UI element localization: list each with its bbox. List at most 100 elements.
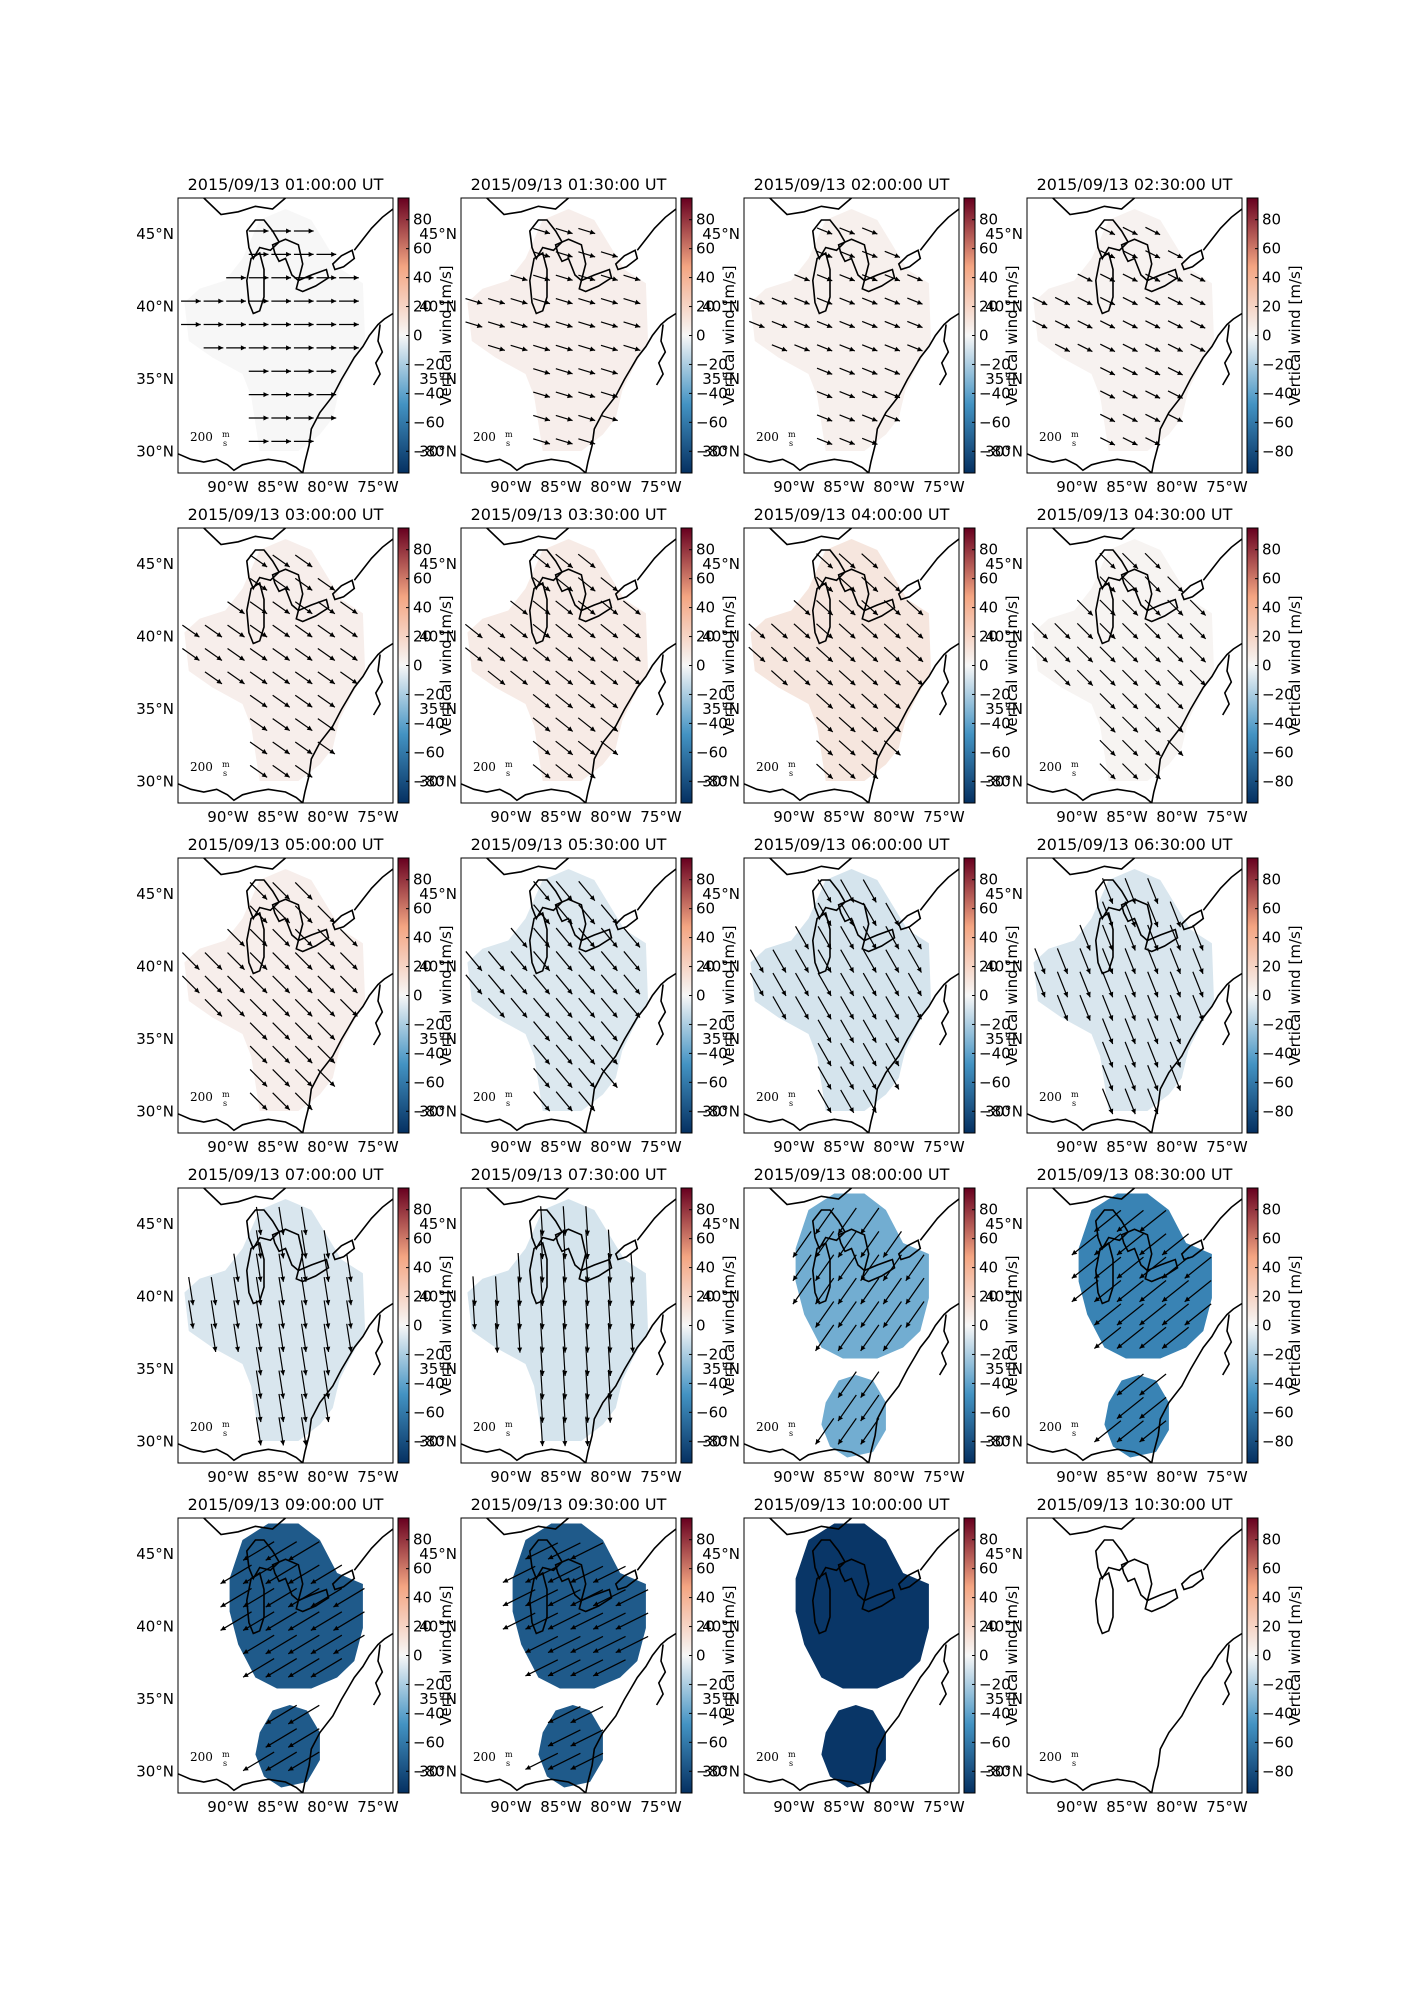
panel-frame	[460, 857, 677, 1134]
wind-arrowhead	[347, 1276, 353, 1282]
wind-arrowhead	[1040, 991, 1046, 998]
wind-arrowhead	[1110, 703, 1116, 709]
wind-arrow	[310, 1564, 343, 1585]
lon-tick-label: 85°W	[823, 1468, 865, 1486]
wind-arrowhead	[1154, 370, 1161, 375]
colorbar-tick-label: 80	[413, 871, 432, 889]
wind-arrow	[1071, 1233, 1099, 1256]
wind-arrowhead	[849, 1107, 854, 1113]
lat-tick-label: 30°N	[136, 772, 174, 790]
lat-tick-label: 45°N	[985, 555, 1023, 573]
wind-arrowhead	[265, 1742, 272, 1748]
wind-arrowhead	[905, 1275, 911, 1281]
wind-arrow	[592, 1612, 626, 1630]
wind-arrow	[242, 1751, 275, 1772]
great-lake	[837, 238, 870, 282]
panel-title: 2015/09/13 05:30:00 UT	[471, 835, 667, 854]
quiver-key-unit-denominator: s	[506, 1099, 510, 1108]
lon-tick-label: 75°W	[923, 1798, 965, 1816]
wind-arrowhead	[1109, 417, 1115, 422]
wind-arrowhead	[263, 322, 269, 327]
wind-arrowhead	[860, 1415, 866, 1422]
wind-arrowhead	[589, 749, 596, 755]
wind-arrow	[815, 1301, 835, 1328]
wind-arrowhead	[826, 440, 833, 445]
panel-title: 2015/09/13 02:00:00 UT	[754, 175, 950, 194]
colorbar-tick-label: −20	[413, 355, 445, 373]
wind-arrow	[1139, 1326, 1167, 1349]
gulf-coastline	[743, 783, 870, 804]
wind-arrowhead	[544, 253, 551, 258]
wind-arrowhead	[1109, 323, 1115, 329]
wind-arrowhead	[803, 1013, 809, 1020]
colorbar-tick-label: −20	[1262, 1675, 1294, 1693]
wind-arrow	[502, 1589, 536, 1607]
wind-arrowhead	[849, 1037, 854, 1043]
border-line	[1052, 527, 1136, 546]
quiver-key-unit-numerator: m	[1071, 430, 1079, 439]
wind-arrowhead	[333, 1649, 339, 1654]
great-lake	[528, 1539, 564, 1581]
colorbar-tick-label: −40	[413, 714, 445, 732]
wind-arrowhead	[826, 1107, 832, 1113]
wind-arrowhead	[860, 1228, 866, 1235]
lat-tick-label: 40°N	[136, 298, 174, 316]
lon-tick-label: 90°W	[207, 1468, 249, 1486]
wind-arrowhead	[916, 346, 923, 352]
wind-arrowhead	[612, 299, 618, 305]
wind-arrowhead	[284, 1011, 290, 1017]
wind-arrowhead	[189, 1299, 195, 1306]
wind-arrowhead	[612, 703, 618, 709]
wind-arrowhead	[916, 990, 922, 996]
wind-arrowhead	[525, 1601, 532, 1606]
wind-arrowhead	[860, 1345, 866, 1351]
wind-arrowhead	[612, 1035, 618, 1041]
wind-arrowhead	[1176, 944, 1181, 951]
gulf-coastline	[177, 1113, 304, 1134]
lat-tick-label: 35°N	[136, 1360, 174, 1378]
lon-tick-label: 85°W	[257, 1798, 299, 1816]
wind-arrowhead	[567, 369, 573, 375]
lat-tick-label: 40°N	[985, 1618, 1023, 1636]
great-lake	[245, 581, 265, 645]
colorbar-tick-label: −40	[696, 1374, 728, 1392]
colorbar-tick-label: −80	[413, 772, 445, 790]
wind-arrowhead	[612, 253, 618, 258]
colorbar-tick-label: 60	[1262, 900, 1281, 918]
lat-tick-label: 30°N	[419, 772, 457, 790]
panel-title: 2015/09/13 04:30:00 UT	[1037, 505, 1233, 524]
wind-arrowhead	[333, 1625, 339, 1631]
wind-arrowhead	[589, 229, 596, 235]
lon-tick-label: 75°W	[357, 478, 399, 496]
wind-arrowhead	[1198, 944, 1204, 951]
wind-arrowhead	[883, 1298, 889, 1305]
wind-arrowhead	[849, 1083, 854, 1090]
wind-arrowhead	[286, 438, 292, 444]
wind-arrowhead	[567, 346, 573, 352]
wind-arrow	[265, 1658, 298, 1678]
wind-arrowhead	[239, 987, 245, 994]
panel-title: 2015/09/13 06:00:00 UT	[754, 835, 950, 854]
gulf-coastline	[1026, 453, 1153, 474]
great-lake	[295, 598, 330, 623]
colorbar-tick-label: 0	[696, 1647, 706, 1665]
colorbar-tick-label: 20	[413, 958, 432, 976]
colorbar-tick-label: 60	[413, 1230, 432, 1248]
wind-arrowhead	[216, 632, 222, 638]
wind-arrowhead	[838, 1228, 843, 1235]
wind-arrowhead	[1177, 300, 1183, 305]
wind-arrowhead	[1131, 1038, 1136, 1044]
quiver-key-unit-numerator: m	[222, 760, 230, 769]
wind-arrowhead	[1139, 1320, 1145, 1326]
quiver-key-unit-denominator: s	[223, 1429, 227, 1438]
wind-arrowhead	[521, 276, 528, 282]
wind-arrowhead	[759, 656, 766, 662]
wind-arrowhead	[1155, 586, 1161, 593]
wind-arrow	[615, 1589, 649, 1607]
border-line	[486, 527, 570, 546]
wind-arrowhead	[1042, 633, 1048, 639]
lat-tick-label: 35°N	[136, 1030, 174, 1048]
wind-arrowhead	[894, 416, 900, 422]
wind-arrowhead	[1131, 417, 1138, 422]
